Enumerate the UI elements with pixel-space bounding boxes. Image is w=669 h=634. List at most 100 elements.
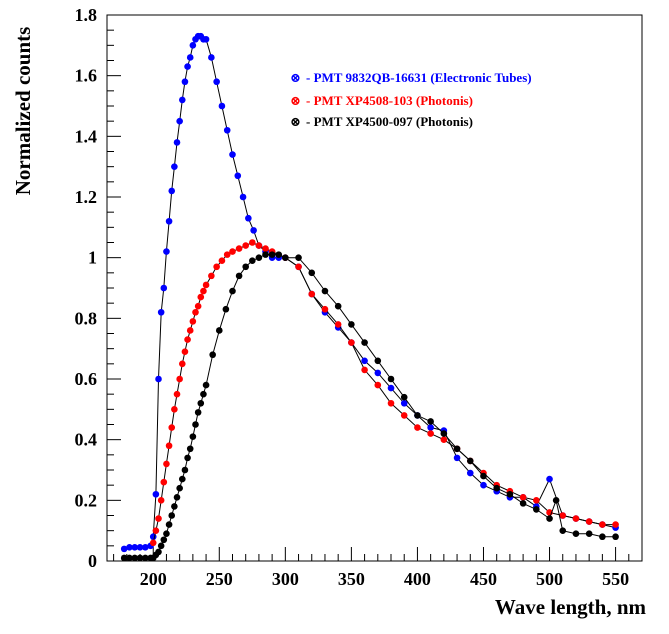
data-point [414, 424, 421, 431]
data-point [229, 287, 236, 295]
data-point [136, 554, 144, 562]
data-point [466, 457, 474, 465]
y-tick-label: 1.4 [75, 126, 98, 146]
data-point [400, 393, 408, 401]
x-tick-label: 500 [536, 569, 563, 589]
data-point [173, 494, 181, 501]
y-tick-label: 1.2 [75, 187, 98, 207]
data-point [200, 287, 207, 295]
data-point [242, 263, 250, 271]
x-tick-label: 200 [140, 569, 167, 589]
data-point [427, 418, 434, 425]
data-point [506, 490, 514, 498]
data-point [427, 430, 434, 437]
axes: 200 250 300 350 400 450 500 550 0 0.2 0.4 0.6 0.8 1 1.… [75, 5, 643, 589]
data-point [215, 327, 223, 334]
data-point [255, 242, 263, 249]
data-point [163, 530, 170, 537]
x-tick-label: 250 [206, 569, 233, 589]
data-point [361, 357, 368, 365]
x-tick-label: 350 [338, 569, 365, 589]
data-point [599, 521, 606, 528]
data-point [126, 554, 133, 562]
data-point [559, 527, 567, 534]
data-point [493, 484, 500, 492]
legend-marker-1: ⊗ [290, 93, 301, 108]
data-point [192, 308, 199, 316]
data-point [295, 254, 302, 261]
y-tick-label: 1.6 [75, 66, 98, 86]
data-point [427, 424, 434, 431]
data-point [120, 554, 128, 562]
data-point [242, 242, 250, 249]
data-point [218, 102, 226, 110]
data-point [546, 475, 553, 483]
data-point [361, 366, 368, 374]
data-point [262, 245, 269, 252]
x-tick-label: 400 [404, 569, 431, 589]
data-point [440, 436, 448, 443]
data-point [200, 390, 207, 398]
data-point [126, 544, 133, 551]
data-point [186, 54, 194, 61]
data-point [157, 308, 165, 316]
data-point [239, 193, 247, 201]
data-point [308, 269, 316, 277]
data-point [178, 96, 186, 104]
data-point [149, 539, 157, 547]
data-point [268, 251, 276, 258]
data-point [152, 490, 160, 498]
data-point [552, 497, 560, 504]
legend-marker-0: ⊗ [290, 70, 301, 85]
y-tick-label: 1 [88, 248, 97, 268]
data-point [235, 245, 243, 252]
data-point [181, 78, 189, 86]
data-point [157, 497, 165, 504]
data-point [184, 336, 191, 343]
data-point [599, 533, 606, 541]
data-point [171, 406, 178, 413]
data-point [213, 263, 220, 271]
data-point [374, 381, 382, 389]
data-point [131, 544, 139, 551]
legend-label-2: - PMT XP4500-097 (Photonis) [306, 114, 473, 129]
x-tick-label: 450 [470, 569, 497, 589]
data-point [165, 217, 173, 225]
data-point [165, 521, 173, 528]
data-point [213, 78, 220, 86]
y-axis-title: Normalized counts [11, 27, 35, 196]
data-point [533, 506, 540, 513]
data-point [374, 357, 382, 365]
data-point [348, 339, 355, 346]
data-point [173, 390, 181, 398]
x-tick-label: 300 [272, 569, 299, 589]
data-point [157, 542, 165, 550]
data-point [223, 251, 231, 258]
data-point [249, 257, 256, 265]
data-point [466, 469, 474, 477]
data-point [189, 433, 197, 440]
data-point [163, 460, 170, 468]
data-point [585, 518, 593, 525]
data-point [308, 290, 316, 298]
data-point [321, 287, 329, 295]
data-point [163, 248, 170, 255]
y-tick-label: 1.8 [75, 5, 98, 25]
series-line [152, 241, 616, 543]
data-point [186, 327, 194, 334]
data-point [250, 227, 257, 234]
data-point [160, 478, 168, 486]
data-point [245, 214, 252, 222]
y-tick-label: 0.4 [75, 430, 98, 450]
data-point [519, 494, 527, 501]
data-point [152, 527, 160, 534]
data-point [480, 481, 487, 489]
data-point [155, 515, 162, 522]
data-point [194, 302, 202, 310]
data-point [275, 251, 283, 258]
data-point [348, 321, 355, 328]
data-point [249, 239, 256, 246]
data-point [160, 284, 168, 292]
data-point [168, 187, 176, 195]
data-point [229, 248, 236, 255]
